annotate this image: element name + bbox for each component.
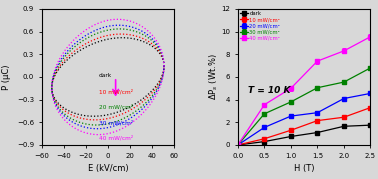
Legend: dark, 10 mW/cm², 20 mW/cm², 30 mW/cm², 40 mW/cm²: dark, 10 mW/cm², 20 mW/cm², 30 mW/cm², 4…: [239, 11, 281, 41]
30 mW/cm²: [157, 47, 161, 49]
Line: 40 mW/cm²: 40 mW/cm²: [52, 19, 164, 135]
40 mW/cm²: [157, 45, 161, 47]
40 mW/cm²: [115, 18, 120, 20]
40 mW/cm²: [162, 65, 166, 67]
dark: [162, 65, 166, 67]
30 mW/cm²: [71, 121, 76, 124]
20 mW/cm²: [109, 122, 114, 124]
Text: 40 mW/cm²: 40 mW/cm²: [99, 136, 133, 141]
30 mW/cm²: [58, 110, 62, 112]
30 mW/cm²: [162, 65, 166, 67]
10 mW/cm²: [109, 117, 114, 119]
10 mW/cm²: [119, 33, 123, 35]
dark: [157, 52, 161, 54]
20 mW/cm²: [71, 118, 76, 121]
40 mW/cm²: [141, 112, 145, 114]
dark: [58, 104, 62, 106]
X-axis label: E (kV/cm): E (kV/cm): [88, 164, 128, 173]
Text: dark: dark: [99, 73, 112, 78]
Line: 10 mW/cm²: 10 mW/cm²: [52, 34, 164, 120]
10 mW/cm²: [71, 115, 76, 117]
30 mW/cm²: [116, 24, 121, 26]
40 mW/cm²: [71, 126, 76, 128]
20 mW/cm²: [141, 104, 145, 107]
40 mW/cm²: [162, 65, 166, 67]
30 mW/cm²: [95, 128, 99, 130]
Y-axis label: P (μC): P (μC): [2, 64, 11, 90]
30 mW/cm²: [162, 65, 166, 67]
Text: 20 mW/cm²: 20 mW/cm²: [99, 104, 133, 110]
20 mW/cm²: [117, 28, 122, 30]
20 mW/cm²: [94, 124, 99, 126]
dark: [162, 65, 166, 67]
Text: T = 10 K: T = 10 K: [248, 86, 291, 95]
20 mW/cm²: [63, 114, 68, 116]
40 mW/cm²: [58, 113, 62, 115]
20 mW/cm²: [157, 48, 161, 50]
dark: [109, 113, 114, 115]
10 mW/cm²: [63, 110, 68, 112]
dark: [71, 112, 76, 114]
40 mW/cm²: [96, 134, 101, 136]
X-axis label: H (T): H (T): [294, 164, 314, 173]
Y-axis label: ΔP$_s$ (Wt.%): ΔP$_s$ (Wt.%): [207, 54, 220, 100]
30 mW/cm²: [109, 126, 114, 128]
30 mW/cm²: [63, 116, 68, 118]
dark: [141, 98, 145, 100]
Line: dark: dark: [52, 38, 164, 116]
Text: 30 mW/cm²: 30 mW/cm²: [99, 120, 133, 125]
40 mW/cm²: [109, 132, 114, 134]
20 mW/cm²: [162, 65, 166, 67]
20 mW/cm²: [162, 65, 166, 67]
Line: 20 mW/cm²: 20 mW/cm²: [52, 29, 164, 125]
Line: 30 mW/cm²: 30 mW/cm²: [52, 25, 164, 129]
30 mW/cm²: [141, 107, 145, 109]
10 mW/cm²: [58, 106, 62, 108]
Text: 10 mW/cm²: 10 mW/cm²: [99, 89, 133, 94]
dark: [91, 115, 96, 117]
10 mW/cm²: [141, 100, 145, 103]
10 mW/cm²: [93, 119, 97, 121]
40 mW/cm²: [63, 120, 68, 122]
10 mW/cm²: [162, 65, 166, 67]
dark: [63, 108, 68, 110]
20 mW/cm²: [58, 108, 62, 110]
10 mW/cm²: [157, 50, 161, 53]
10 mW/cm²: [162, 65, 166, 67]
dark: [120, 37, 124, 39]
